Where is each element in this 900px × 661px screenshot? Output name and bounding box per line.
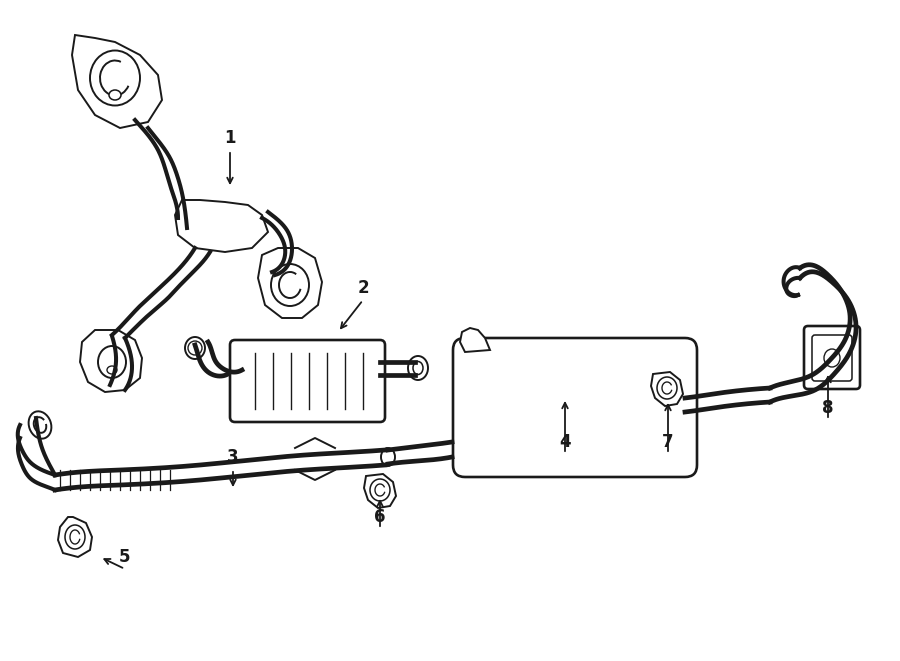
Ellipse shape: [271, 264, 309, 306]
FancyBboxPatch shape: [453, 338, 697, 477]
Ellipse shape: [185, 337, 205, 359]
Text: 8: 8: [823, 399, 833, 417]
Polygon shape: [58, 517, 92, 557]
Ellipse shape: [107, 366, 117, 374]
Ellipse shape: [98, 346, 126, 378]
Text: 1: 1: [224, 129, 236, 147]
Ellipse shape: [190, 342, 200, 354]
Circle shape: [188, 341, 202, 355]
Ellipse shape: [657, 377, 677, 399]
Ellipse shape: [65, 525, 85, 549]
Text: 6: 6: [374, 508, 386, 526]
Ellipse shape: [381, 448, 395, 466]
Polygon shape: [258, 248, 322, 318]
Polygon shape: [72, 35, 162, 128]
Polygon shape: [364, 474, 396, 508]
Polygon shape: [460, 328, 490, 352]
Ellipse shape: [408, 356, 428, 380]
Ellipse shape: [824, 349, 840, 367]
Ellipse shape: [29, 411, 51, 439]
Ellipse shape: [370, 479, 390, 501]
Ellipse shape: [90, 50, 140, 106]
Polygon shape: [175, 200, 268, 252]
Ellipse shape: [109, 90, 121, 100]
Text: 7: 7: [662, 433, 674, 451]
FancyBboxPatch shape: [812, 335, 852, 381]
Polygon shape: [80, 330, 142, 392]
Polygon shape: [651, 372, 683, 406]
Text: 5: 5: [119, 548, 130, 566]
FancyBboxPatch shape: [804, 326, 860, 389]
Text: 4: 4: [559, 433, 571, 451]
Ellipse shape: [413, 362, 423, 375]
Text: 3: 3: [227, 448, 239, 466]
FancyBboxPatch shape: [230, 340, 385, 422]
Text: 2: 2: [357, 279, 369, 297]
